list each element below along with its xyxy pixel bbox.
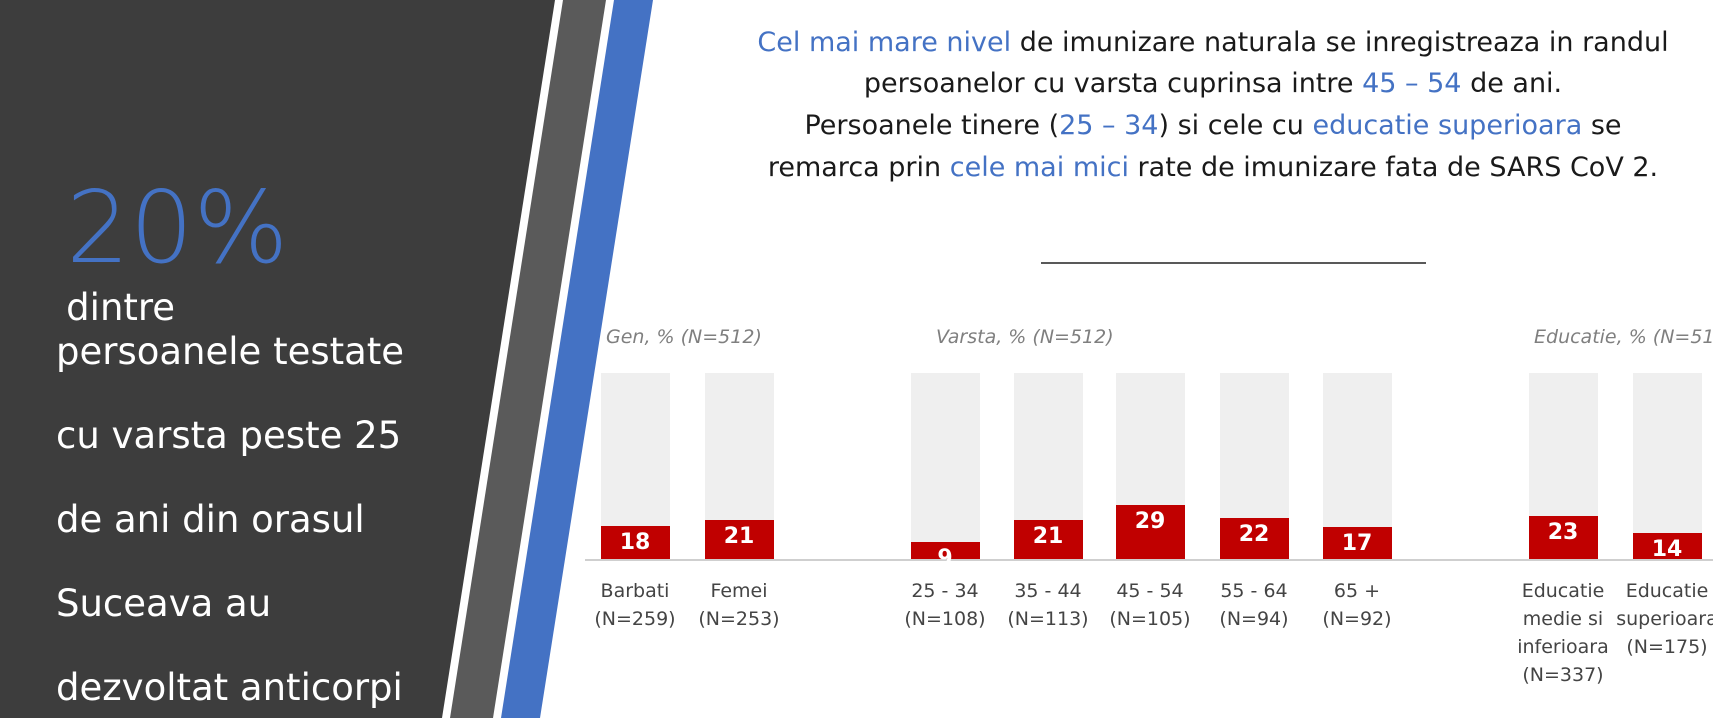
category-label: Educatie superioara (N=175): [1616, 580, 1713, 658]
panel-line: cu varsta peste 25: [56, 414, 402, 457]
category-label: 35 - 44 (N=113): [1007, 580, 1089, 630]
headline-segment: persoanelor cu varsta cuprinsa intre: [863, 68, 1363, 99]
stat-suffix: dintre: [66, 286, 176, 329]
bar: [1115, 505, 1185, 559]
bar: [1632, 532, 1702, 559]
chart-title: Varsta, % (N=512): [936, 326, 1114, 348]
big-stat: 20%: [66, 169, 289, 286]
headline-segment: educatie superioara: [1312, 110, 1583, 141]
headline-segment: 25 – 34: [1059, 110, 1159, 141]
blue-stripe: [501, 0, 653, 718]
category-label: Barbati (N=259): [594, 580, 676, 630]
headline-line: Cel mai mare nivel de imunizare naturala…: [660, 27, 1713, 58]
headline-segment: se: [1582, 110, 1622, 141]
category-label: 45 - 54 (N=105): [1109, 580, 1191, 630]
bar: [1528, 516, 1598, 559]
chart-title: Educatie, % (N=512): [1534, 326, 1713, 348]
headline-segment: rate de imunizare fata de SARS CoV 2.: [1128, 152, 1659, 183]
bar-track: [910, 373, 980, 559]
headline-line: persoanelor cu varsta cuprinsa intre 45 …: [660, 68, 1713, 99]
headline-segment: Persoanele tinere (: [804, 110, 1060, 141]
panel-line: persoanele testate: [56, 330, 405, 373]
bar: [910, 542, 980, 559]
panel-headline: 20% dintre: [56, 150, 288, 329]
left-panel: [0, 0, 555, 718]
headline-line: remarca prin cele mai mici rate de imuni…: [660, 152, 1713, 183]
headline-segment: cele mai mici: [949, 152, 1129, 183]
category-label: Femei (N=253): [698, 580, 780, 630]
bar: [600, 525, 670, 559]
bar: [1013, 519, 1083, 559]
bar: [1322, 527, 1392, 559]
headline-segment: Cel mai mare nivel: [757, 27, 1012, 58]
headline-line: Persoanele tinere (25 – 34) si cele cu e…: [660, 110, 1713, 141]
value-label: 17: [1341, 531, 1373, 557]
value-label: 23: [1547, 520, 1579, 546]
value-label: 14: [1651, 536, 1683, 562]
value-label: 22: [1238, 522, 1270, 548]
value-label: 9: [937, 546, 953, 572]
category-label: 55 - 64 (N=94): [1219, 580, 1289, 630]
headline-segment: de ani.: [1461, 68, 1563, 99]
panel-line: dezvoltat anticorpi: [56, 666, 403, 709]
value-label: 18: [619, 529, 651, 555]
headline-segment: de imunizare naturala se inregistreaza i…: [1011, 27, 1669, 58]
value-label: 29: [1134, 509, 1166, 535]
headline-segment: 45 – 54: [1362, 68, 1462, 99]
category-label: 25 - 34 (N=108): [904, 580, 986, 630]
bar: [1219, 518, 1289, 559]
headline-segment: remarca prin: [767, 152, 950, 183]
bar: [704, 519, 774, 559]
panel-line: Suceava au: [56, 582, 272, 625]
value-label: 21: [1032, 523, 1064, 549]
gray-stripe: [450, 0, 606, 718]
panel-line: de ani din orasul: [56, 498, 365, 541]
bar-track: [1632, 373, 1702, 559]
headline-segment: ) si cele cu: [1158, 110, 1313, 141]
category-label: 65 + (N=92): [1322, 580, 1392, 630]
category-label: Educatie medie si inferioara (N=337): [1517, 580, 1609, 686]
value-label: 21: [723, 523, 755, 549]
chart-title: Gen, % (N=512): [606, 326, 762, 348]
